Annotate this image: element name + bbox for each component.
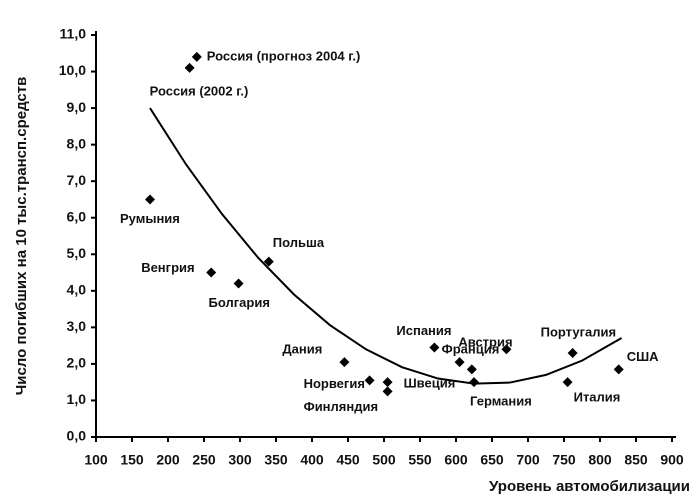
y-tick-label: 10,0 bbox=[59, 62, 86, 78]
x-tick-label: 550 bbox=[408, 452, 432, 468]
data-point bbox=[184, 62, 195, 73]
point-label: Норвегия bbox=[304, 376, 365, 391]
x-tick-label: 800 bbox=[588, 452, 612, 468]
y-tick-label: 1,0 bbox=[67, 391, 87, 407]
y-tick-label: 2,0 bbox=[67, 355, 87, 371]
data-point bbox=[562, 377, 573, 388]
data-point bbox=[429, 342, 440, 353]
data-point bbox=[382, 386, 393, 397]
point-label: Франция bbox=[442, 342, 500, 357]
point-label: Россия (2002 г.) bbox=[150, 83, 249, 98]
x-tick-label: 300 bbox=[228, 452, 252, 468]
point-label: Германия bbox=[470, 394, 532, 409]
trend-line bbox=[149, 107, 623, 385]
point-label: Румыния bbox=[120, 211, 180, 226]
y-tick-label: 6,0 bbox=[67, 208, 87, 224]
x-tick-label: 750 bbox=[552, 452, 576, 468]
y-tick-label: 8,0 bbox=[67, 135, 87, 151]
point-label: Австрия bbox=[458, 335, 512, 350]
point-label: Россия (прогноз 2004 г.) bbox=[207, 48, 361, 63]
point-label: Польша bbox=[273, 235, 325, 250]
data-point bbox=[454, 357, 465, 368]
data-point bbox=[469, 377, 479, 388]
x-tick-label: 500 bbox=[372, 452, 396, 468]
data-point bbox=[339, 357, 350, 368]
data-point bbox=[382, 377, 393, 388]
x-tick-label: 200 bbox=[156, 452, 180, 468]
y-tick-label: 5,0 bbox=[67, 245, 87, 261]
data-point bbox=[501, 344, 512, 355]
x-tick-label: 250 bbox=[192, 452, 216, 468]
x-tick-label: 650 bbox=[480, 452, 504, 468]
y-tick-label: 7,0 bbox=[67, 172, 87, 188]
data-point bbox=[145, 194, 155, 205]
y-tick-label: 9,0 bbox=[67, 99, 87, 115]
y-axis-title: Число погибших на 10 тыс.трансп.средств bbox=[13, 77, 30, 396]
point-label: Португалия bbox=[541, 324, 616, 339]
point-label: Венгрия bbox=[141, 260, 194, 275]
point-label: США bbox=[627, 349, 659, 364]
point-label: Италия bbox=[574, 390, 621, 405]
data-point bbox=[364, 375, 375, 386]
point-label: Болгария bbox=[209, 295, 270, 310]
data-point bbox=[191, 51, 202, 62]
data-point bbox=[233, 278, 244, 289]
point-label: Испания bbox=[396, 323, 451, 338]
point-label: Швеция bbox=[404, 376, 456, 391]
y-tick-label: 11,0 bbox=[60, 26, 87, 42]
data-point bbox=[206, 267, 217, 278]
x-tick-label: 850 bbox=[624, 452, 648, 468]
x-tick-label: 700 bbox=[516, 452, 540, 468]
data-point bbox=[567, 347, 578, 358]
x-tick-label: 350 bbox=[264, 452, 288, 468]
x-tick-label: 150 bbox=[120, 452, 144, 468]
point-label: Финляндия bbox=[304, 399, 378, 414]
x-axis-title: Уровень автомобилизации bbox=[489, 478, 690, 495]
x-tick-label: 100 bbox=[84, 452, 108, 468]
x-tick-label: 400 bbox=[300, 452, 324, 468]
x-tick-label: 600 bbox=[444, 452, 468, 468]
point-label: Дания bbox=[282, 342, 322, 357]
y-tick-label: 0,0 bbox=[67, 428, 87, 444]
y-tick-label: 4,0 bbox=[67, 282, 87, 298]
data-point bbox=[466, 364, 477, 375]
data-point bbox=[613, 364, 624, 375]
x-tick-label: 900 bbox=[660, 452, 684, 468]
y-tick-label: 3,0 bbox=[67, 318, 87, 334]
x-tick-label: 450 bbox=[336, 452, 360, 468]
data-point bbox=[263, 256, 274, 267]
